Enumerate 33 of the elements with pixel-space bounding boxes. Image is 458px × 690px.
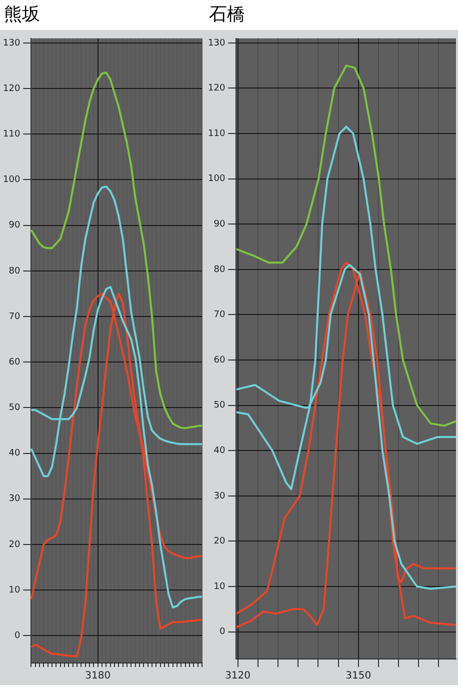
y-tick-label: 130 — [208, 38, 226, 48]
y-tick-label: 30 — [214, 491, 226, 502]
y-tick-label: 40 — [214, 446, 226, 456]
y-tick-label: 40 — [8, 448, 20, 459]
y-tick-label: 30 — [8, 494, 20, 504]
y-tick-label: 80 — [8, 266, 20, 276]
y-tick-label: 120 — [208, 84, 226, 94]
y-tick-label: 10 — [214, 582, 226, 592]
y-tick-label: 70 — [214, 310, 226, 320]
y-tick-label: 70 — [8, 312, 20, 322]
y-tick-label: 110 — [2, 129, 20, 140]
x-tick-label: 3150 — [346, 670, 372, 682]
y-tick-label: 90 — [214, 219, 226, 230]
chart-title: 熊坂 — [3, 3, 41, 27]
y-tick-label: 110 — [208, 128, 226, 139]
y-tick-label: 100 — [2, 175, 20, 186]
chart-title: 石橋 — [208, 3, 246, 27]
y-tick-label: 90 — [8, 220, 20, 231]
x-tick-label: 3120 — [225, 670, 251, 682]
y-tick-label: 120 — [2, 84, 20, 94]
y-tick-label: 80 — [214, 264, 226, 275]
y-tick-label: 130 — [2, 38, 20, 48]
y-tick-label: 60 — [214, 355, 226, 366]
y-tick-label: 60 — [8, 357, 20, 368]
y-tick-label: 20 — [8, 540, 20, 550]
y-tick-label: 100 — [208, 174, 226, 184]
y-tick-label: 50 — [8, 403, 20, 414]
y-tick-label: 50 — [214, 400, 226, 411]
y-tick-label: 0 — [219, 627, 226, 638]
y-tick-label: 20 — [214, 536, 226, 547]
y-tick-label: 0 — [14, 630, 20, 641]
x-tick-label: 3180 — [85, 670, 111, 682]
y-tick-label: 10 — [8, 585, 20, 596]
